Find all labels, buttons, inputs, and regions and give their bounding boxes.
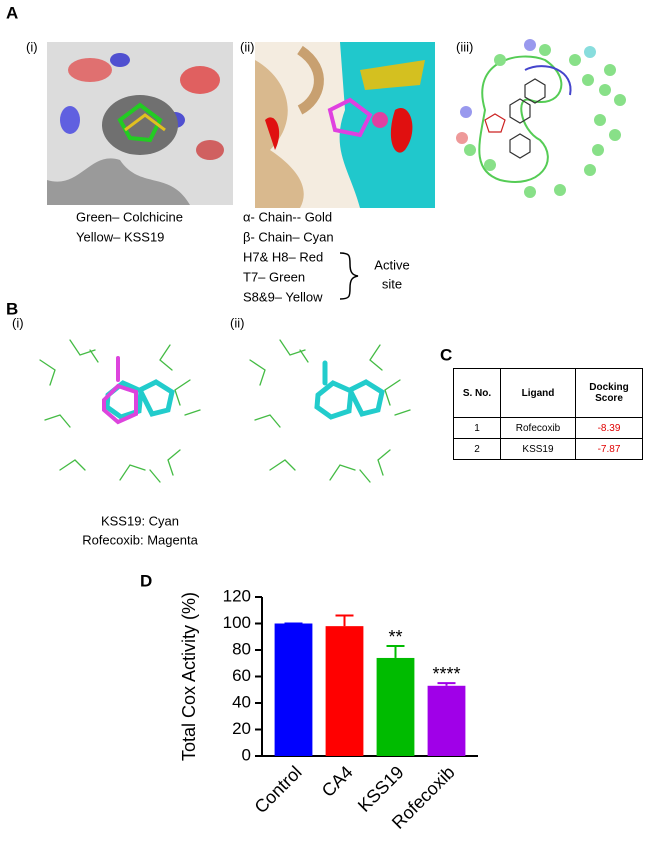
table-header: S. No. Ligand Docking Score — [453, 368, 643, 418]
y-tick-label: 20 — [232, 719, 251, 738]
caption: Rofecoxib: Magenta — [82, 532, 198, 547]
panel-label: B — [6, 299, 18, 318]
x-tick-label: CA4 — [318, 762, 357, 801]
caption: S8&9– Yellow — [243, 289, 323, 304]
cell: 2 — [453, 438, 501, 460]
significance-label: **** — [432, 664, 460, 684]
bracket-label: site — [382, 276, 402, 291]
caption: Green– Colchicine — [76, 209, 183, 224]
y-tick-label: 120 — [223, 586, 251, 605]
bar — [376, 657, 415, 756]
panel-label: A — [6, 3, 18, 22]
sub-label: (ii) — [240, 39, 254, 54]
y-tick-label: 60 — [232, 666, 251, 685]
ribbon-image — [255, 42, 435, 208]
y-axis-label: Total Cox Activity (%) — [179, 592, 199, 761]
caption: T7– Green — [243, 269, 305, 284]
table-row: 2 KSS19 -7.87 — [453, 438, 643, 460]
header-cell: S. No. — [453, 368, 501, 418]
table-row: 1 Rofecoxib -8.39 — [453, 417, 643, 439]
cell: -7.87 — [575, 438, 643, 460]
y-tick-label: 80 — [232, 639, 251, 658]
docking-table: S. No. Ligand Docking Score 1 Rofecoxib … — [453, 368, 643, 460]
panel-label: D — [140, 571, 152, 590]
caption: β- Chain– Cyan — [243, 229, 334, 244]
sub-label: (i) — [12, 315, 24, 330]
docking-image — [249, 339, 411, 483]
cell: KSS19 — [500, 438, 576, 460]
sub-label: (ii) — [230, 315, 244, 330]
x-tick-label: Control — [251, 762, 306, 817]
interaction-diagram — [456, 39, 626, 198]
header-cell: Ligand — [500, 368, 576, 418]
caption: α- Chain-- Gold — [243, 209, 332, 224]
y-tick-label: 40 — [232, 692, 251, 711]
bracket — [339, 252, 359, 300]
caption: KSS19: Cyan — [101, 513, 179, 528]
cell: Rofecoxib — [500, 417, 576, 439]
panel-label: C — [440, 345, 452, 364]
docking-image — [39, 339, 201, 483]
bracket-label: Active — [374, 257, 409, 272]
y-tick-label: 0 — [242, 745, 251, 764]
surface-image — [47, 42, 233, 205]
cell: -8.39 — [575, 417, 643, 439]
significance-label: ** — [388, 627, 402, 647]
bar-chart: 0 20 40 60 80 100 120 Total Cox Activity (%) Con… — [179, 586, 478, 833]
cell: 1 — [453, 417, 501, 439]
header-cell: Docking Score — [575, 368, 643, 418]
caption: H7& H8– Red — [243, 249, 323, 264]
sub-label: (i) — [26, 39, 38, 54]
bar — [427, 685, 466, 756]
caption: Yellow– KSS19 — [76, 229, 164, 244]
sub-label: (iii) — [456, 39, 473, 54]
y-tick-label: 100 — [223, 613, 251, 632]
bar — [325, 626, 364, 756]
bar — [274, 623, 313, 756]
